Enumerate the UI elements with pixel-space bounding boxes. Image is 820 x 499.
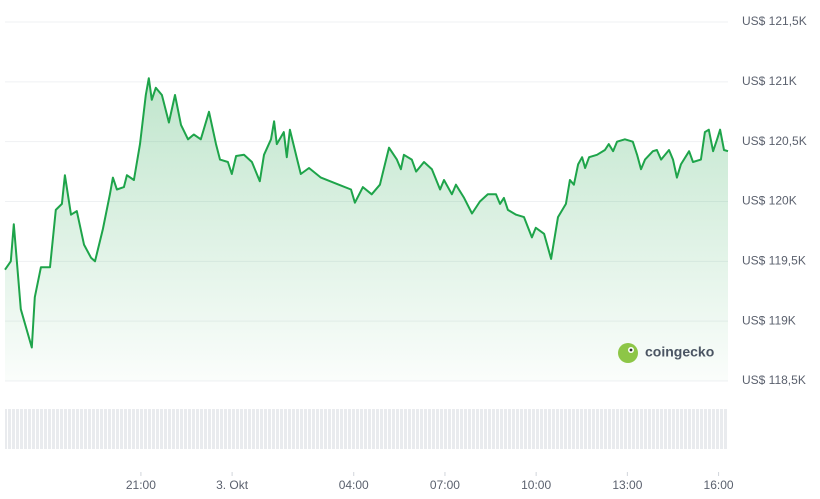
y-tick-label: US$ 119,5K: [742, 254, 806, 268]
labels: US$ 118,5K US$ 119K US$ 119,5K US$ 120K US$ …: [126, 14, 807, 492]
x-tick-label: 10:00: [521, 478, 551, 492]
price-line: [4, 77, 729, 349]
y-tick-label: US$ 119K: [742, 313, 796, 327]
x-tick-label: 04:00: [339, 478, 369, 492]
x-tick-label: 16:00: [704, 478, 734, 492]
y-tick-label: US$ 121,5K: [742, 14, 807, 28]
volume-band: [5, 409, 728, 449]
x-tick-label: 13:00: [612, 478, 642, 492]
y-tick-label: US$ 121K: [742, 74, 797, 88]
plot: [4, 77, 729, 381]
x-tick-label: 3. Okt: [216, 478, 249, 492]
x-tick-label: 21:00: [126, 478, 156, 492]
watermark: coingecko: [618, 343, 714, 363]
price-area: [5, 78, 728, 381]
y-tick-label: US$ 118,5K: [742, 373, 806, 387]
x-tick-label: 07:00: [430, 478, 460, 492]
y-tick-label: US$ 120,5K: [742, 134, 807, 148]
y-tick-label: US$ 120K: [742, 194, 797, 208]
watermark-text: coingecko: [645, 344, 714, 360]
